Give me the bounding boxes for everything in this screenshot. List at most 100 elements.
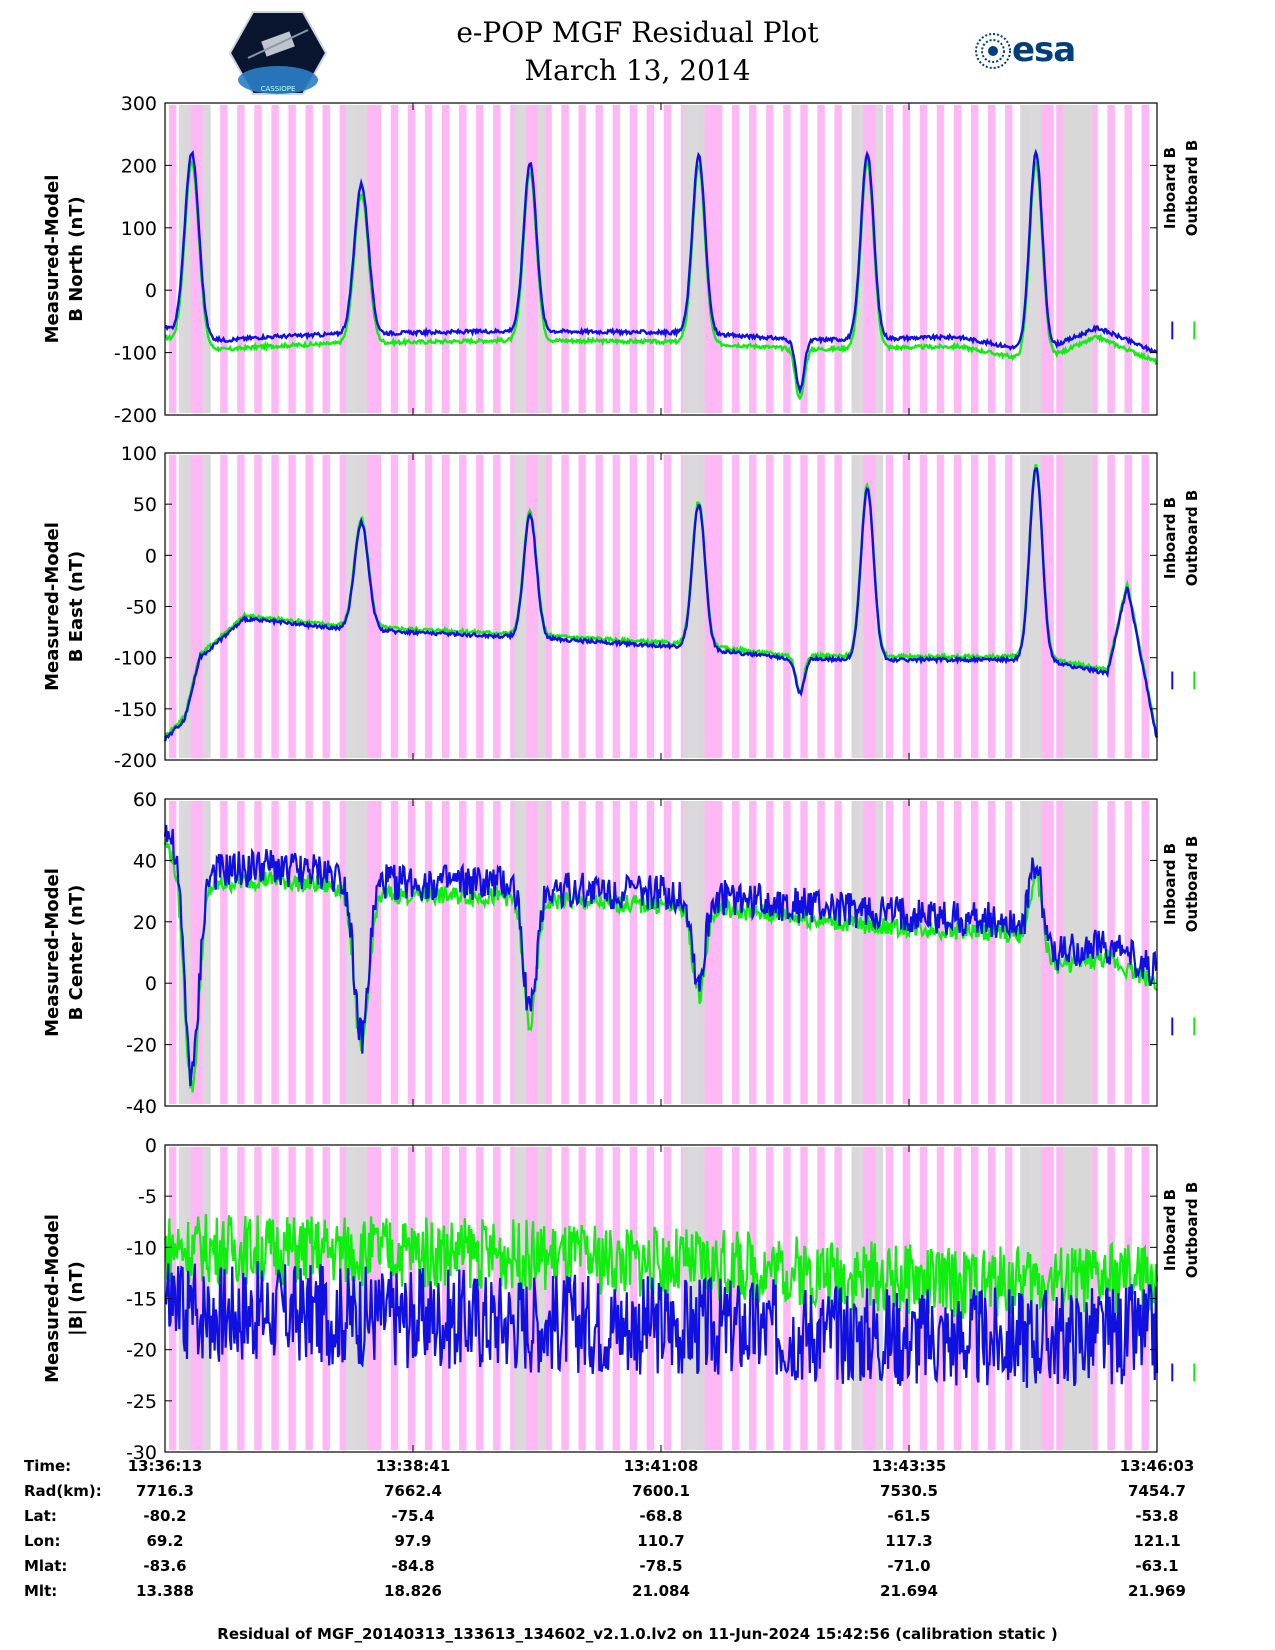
pink-stripe — [441, 455, 450, 758]
pink-stripe — [526, 455, 538, 758]
pink-stripe — [1107, 455, 1115, 758]
ephemeris-cell: 7716.3 — [136, 1482, 194, 1500]
pink-stripe — [863, 105, 876, 413]
legend-label: Inboard B — [1161, 147, 1179, 229]
ephemeris-row-label: Time: — [24, 1457, 72, 1475]
ephemeris-cell: -61.5 — [887, 1507, 931, 1525]
pink-stripe — [526, 105, 538, 413]
pink-stripe — [1005, 105, 1013, 413]
pink-stripe — [339, 801, 348, 1104]
pink-stripe — [1107, 105, 1115, 413]
series-line — [164, 156, 1158, 401]
ephemeris-cell: 13:43:35 — [871, 1457, 947, 1475]
pink-stripe — [704, 801, 717, 1104]
series-line — [164, 1260, 1159, 1388]
legend-inboard-mark: | — [1169, 1361, 1176, 1382]
title-line-2: March 13, 2014 — [524, 54, 751, 87]
y-tick-label: -50 — [126, 597, 157, 619]
pink-stripe — [817, 105, 825, 413]
ephemeris-cell: 110.7 — [637, 1532, 685, 1550]
ephemeris-cell: 7530.5 — [880, 1482, 938, 1500]
pink-stripe — [322, 105, 330, 413]
pink-stripe — [510, 455, 518, 758]
pink-stripe — [732, 1147, 740, 1450]
pink-stripe — [424, 801, 433, 1104]
legend-inboard-mark: | — [1169, 319, 1176, 340]
legend-label: Outboard B — [1183, 836, 1201, 933]
cassiope-logo: CASSIOPE — [228, 11, 328, 95]
pink-stripe — [919, 801, 928, 1104]
pink-stripe — [367, 1147, 380, 1450]
pink-stripe — [1041, 105, 1054, 413]
pink-stripe — [1141, 455, 1149, 758]
y-axis-label: Measured-Model B East (nT) — [42, 522, 87, 691]
pink-stripe — [168, 801, 177, 1104]
pink-stripe — [220, 801, 228, 1104]
pink-stripe — [561, 455, 569, 758]
pink-stripe — [800, 105, 808, 413]
pink-stripe — [510, 105, 518, 413]
y-tick-label: 0 — [145, 973, 157, 995]
pink-stripe — [1056, 105, 1064, 413]
pink-stripe — [441, 105, 450, 413]
pink-stripe — [1090, 455, 1098, 758]
pink-stripe — [190, 801, 203, 1104]
pink-stripe — [817, 801, 825, 1104]
title-line-1: e-POP MGF Residual Plot — [456, 16, 819, 49]
pink-stripe — [646, 455, 655, 758]
pink-stripe — [493, 801, 501, 1104]
pink-stripe — [1090, 1147, 1098, 1450]
pink-stripe — [663, 105, 672, 413]
pink-stripe — [254, 455, 262, 758]
pink-stripe — [953, 455, 962, 758]
pink-stripe — [817, 1147, 825, 1450]
cassiope-logo-text: CASSIOPE — [261, 85, 296, 93]
pink-stripe — [800, 455, 808, 758]
pink-stripe — [902, 455, 911, 758]
pink-stripe — [288, 455, 296, 758]
ephemeris-cell: -84.8 — [391, 1557, 435, 1575]
ephemeris-cell: 13:38:41 — [375, 1457, 451, 1475]
series-line — [164, 148, 1158, 396]
pink-stripe — [322, 455, 330, 758]
pink-stripe — [578, 801, 586, 1104]
pink-stripe — [322, 801, 330, 1104]
ephemeris-cell: -75.4 — [391, 1507, 435, 1525]
pink-stripe — [800, 801, 808, 1104]
pink-stripe — [237, 455, 245, 758]
pink-stripe — [919, 455, 928, 758]
legend-label: Outboard B — [1183, 140, 1201, 237]
y-tick-label: -100 — [114, 648, 157, 670]
pink-stripe — [1090, 105, 1098, 413]
y-tick-label: -200 — [114, 750, 157, 772]
legend-outboard-mark: | — [1191, 1015, 1198, 1036]
pink-stripe — [970, 801, 979, 1104]
pink-stripe — [885, 801, 894, 1104]
series-line — [163, 464, 1159, 739]
pink-stripe — [390, 801, 399, 1104]
pink-stripe — [476, 801, 484, 1104]
y-tick-label: -40 — [126, 1096, 157, 1118]
y-tick-label: 0 — [145, 1135, 157, 1157]
pink-stripe — [936, 801, 945, 1104]
pink-stripe — [271, 455, 279, 758]
pink-stripe — [970, 455, 979, 758]
pink-stripe — [885, 105, 894, 413]
pink-stripe — [766, 801, 774, 1104]
pink-stripe — [766, 1147, 774, 1450]
pink-stripe — [367, 105, 380, 413]
ephemeris-row-label: Mlt: — [24, 1582, 58, 1600]
legend-label: Inboard B — [1161, 843, 1179, 925]
pink-stripe — [339, 455, 348, 758]
ephemeris-cell: 18.826 — [384, 1582, 442, 1600]
pink-stripe — [254, 801, 262, 1104]
pink-stripe — [902, 105, 911, 413]
pink-stripe — [367, 801, 380, 1104]
ephemeris-row-label: Lat: — [24, 1507, 57, 1525]
y-tick-label: -20 — [126, 1340, 157, 1362]
ephemeris-cell: 69.2 — [146, 1532, 184, 1550]
pink-stripe — [237, 1147, 245, 1450]
pink-stripe — [1124, 455, 1132, 758]
pink-stripe — [544, 105, 552, 413]
pink-stripe — [271, 105, 279, 413]
